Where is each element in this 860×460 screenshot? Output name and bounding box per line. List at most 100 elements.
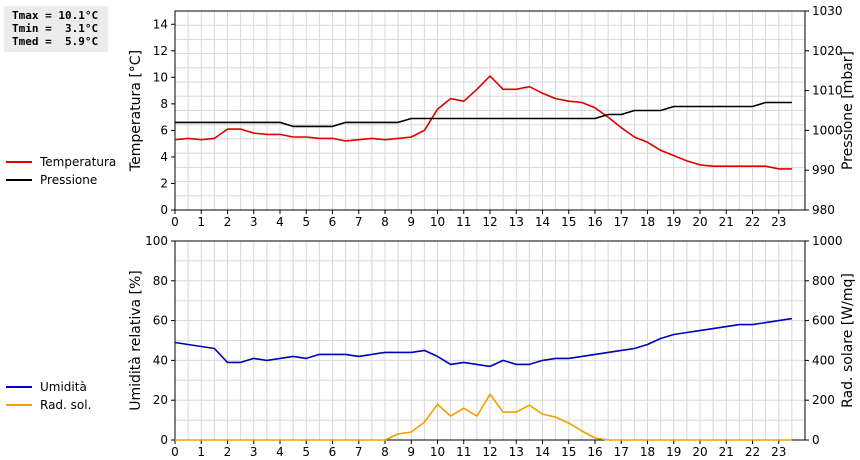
y2-tick-label: 980 <box>812 203 835 217</box>
x-tick-label: 3 <box>250 215 258 229</box>
x-tick-label: 21 <box>719 445 734 459</box>
x-tick-label: 19 <box>666 215 681 229</box>
y2-tick-label: 1030 <box>812 4 843 18</box>
legend-item-umidit: Umidità <box>6 378 91 396</box>
legend-bottom: Umidità Rad. sol. <box>6 378 91 414</box>
y2-axis-label: Rad. solare [W/mq] <box>840 273 856 408</box>
y-tick-label: 0 <box>160 433 168 447</box>
x-tick-label: 17 <box>614 445 629 459</box>
y-axis-label: Umidità relativa [%] <box>128 270 144 411</box>
x-tick-label: 5 <box>302 445 310 459</box>
x-tick-label: 18 <box>640 445 655 459</box>
x-tick-label: 0 <box>171 215 179 229</box>
y-tick-label: 10 <box>153 70 168 84</box>
legend-label-temperatura: Temperatura <box>40 155 117 169</box>
x-tick-label: 2 <box>224 445 232 459</box>
x-tick-label: 17 <box>614 215 629 229</box>
x-tick-label: 13 <box>509 445 524 459</box>
x-tick-label: 11 <box>456 215 471 229</box>
legend-item-pressione: Pressione <box>6 171 116 189</box>
series-line-pressione <box>175 101 792 128</box>
y-tick-label: 0 <box>160 203 168 217</box>
y-tick-label: 6 <box>160 123 168 137</box>
x-tick-label: 9 <box>407 215 415 229</box>
y-tick-label: 20 <box>153 393 168 407</box>
legend-label-pressione: Pressione <box>40 173 98 187</box>
legend-item-temperatura: Temperatura <box>6 153 116 171</box>
chart-panel-top: 0 1 2 3 4 5 6 7 8 9 10 11 12 13 14 15 16 17 18 19 20 21 22 2302… <box>128 4 856 229</box>
x-tick-label: 9 <box>407 445 415 459</box>
x-tick-label: 23 <box>771 445 786 459</box>
x-tick-label: 16 <box>587 445 602 459</box>
y2-tick-label: 0 <box>812 433 820 447</box>
stat-tmax: Tmax = 10.1°C <box>12 9 99 22</box>
y2-tick-label: 990 <box>812 163 835 177</box>
series-line-umidit <box>174 317 793 368</box>
x-tick-label: 6 <box>329 215 337 229</box>
x-tick-label: 3 <box>250 445 258 459</box>
y2-tick-label: 1020 <box>812 44 843 58</box>
x-tick-label: 15 <box>561 445 576 459</box>
y2-tick-label: 800 <box>812 274 835 288</box>
x-tick-label: 23 <box>771 215 786 229</box>
x-tick-label: 16 <box>587 215 602 229</box>
y-tick-label: 60 <box>153 314 168 328</box>
x-tick-label: 2 <box>224 215 232 229</box>
x-tick-label: 4 <box>276 445 284 459</box>
x-tick-label: 13 <box>509 215 524 229</box>
x-tick-label: 12 <box>482 445 497 459</box>
chart-panel-bottom: 0 1 2 3 4 5 6 7 8 9 10 11 12 13 14 15 16 17 18 19 20 21 22 2302… <box>128 234 856 459</box>
x-tick-label: 22 <box>745 445 760 459</box>
x-tick-label: 0 <box>171 445 179 459</box>
y2-tick-label: 1000 <box>812 234 843 248</box>
y-tick-label: 40 <box>153 353 168 367</box>
y-axis-label: Temperatura [°C] <box>128 50 144 172</box>
x-tick-label: 8 <box>381 215 389 229</box>
legend-swatch-umidit <box>6 386 32 388</box>
legend-swatch-pressione <box>6 179 32 181</box>
legend-item-rad-sol: Rad. sol. <box>6 396 91 414</box>
legend-label-rad-sol: Rad. sol. <box>40 398 92 412</box>
x-tick-label: 10 <box>430 215 445 229</box>
x-tick-label: 11 <box>456 445 471 459</box>
legend-swatch-temperatura <box>6 161 32 163</box>
series-line-temperatura <box>174 75 792 170</box>
legend-top: Temperatura Pressione <box>6 153 116 189</box>
x-tick-label: 18 <box>640 215 655 229</box>
x-tick-label: 1 <box>197 445 205 459</box>
y2-tick-label: 400 <box>812 353 835 367</box>
series-line-rad-sol <box>175 393 792 441</box>
y2-tick-label: 1010 <box>812 84 843 98</box>
x-tick-label: 5 <box>302 215 310 229</box>
legend-swatch-rad-sol <box>6 404 32 406</box>
x-tick-label: 20 <box>692 215 707 229</box>
y-tick-label: 12 <box>153 44 168 58</box>
y2-axis-label: Pressione [mbar] <box>840 51 856 170</box>
stat-tmed: Tmed = 5.9°C <box>12 35 99 48</box>
x-tick-label: 14 <box>535 445 550 459</box>
x-tick-label: 15 <box>561 215 576 229</box>
y2-tick-label: 1000 <box>812 123 843 137</box>
y2-tick-label: 200 <box>812 393 835 407</box>
x-tick-label: 22 <box>745 215 760 229</box>
x-tick-label: 7 <box>355 215 363 229</box>
x-tick-label: 20 <box>692 445 707 459</box>
y2-tick-label: 600 <box>812 314 835 328</box>
x-tick-label: 1 <box>197 215 205 229</box>
x-tick-label: 7 <box>355 445 363 459</box>
y-tick-label: 100 <box>145 234 168 248</box>
x-tick-label: 4 <box>276 215 284 229</box>
x-tick-label: 14 <box>535 215 550 229</box>
x-tick-label: 12 <box>482 215 497 229</box>
x-tick-label: 6 <box>329 445 337 459</box>
x-tick-label: 8 <box>381 445 389 459</box>
x-tick-label: 10 <box>430 445 445 459</box>
y-tick-label: 2 <box>160 176 168 190</box>
stat-tmin: Tmin = 3.1°C <box>12 22 99 35</box>
stats-box: Tmax = 10.1°C Tmin = 3.1°C Tmed = 5.9°C <box>4 6 108 52</box>
y-tick-label: 14 <box>153 17 168 31</box>
y-tick-label: 8 <box>160 97 168 111</box>
x-tick-label: 21 <box>719 215 734 229</box>
x-tick-label: 19 <box>666 445 681 459</box>
